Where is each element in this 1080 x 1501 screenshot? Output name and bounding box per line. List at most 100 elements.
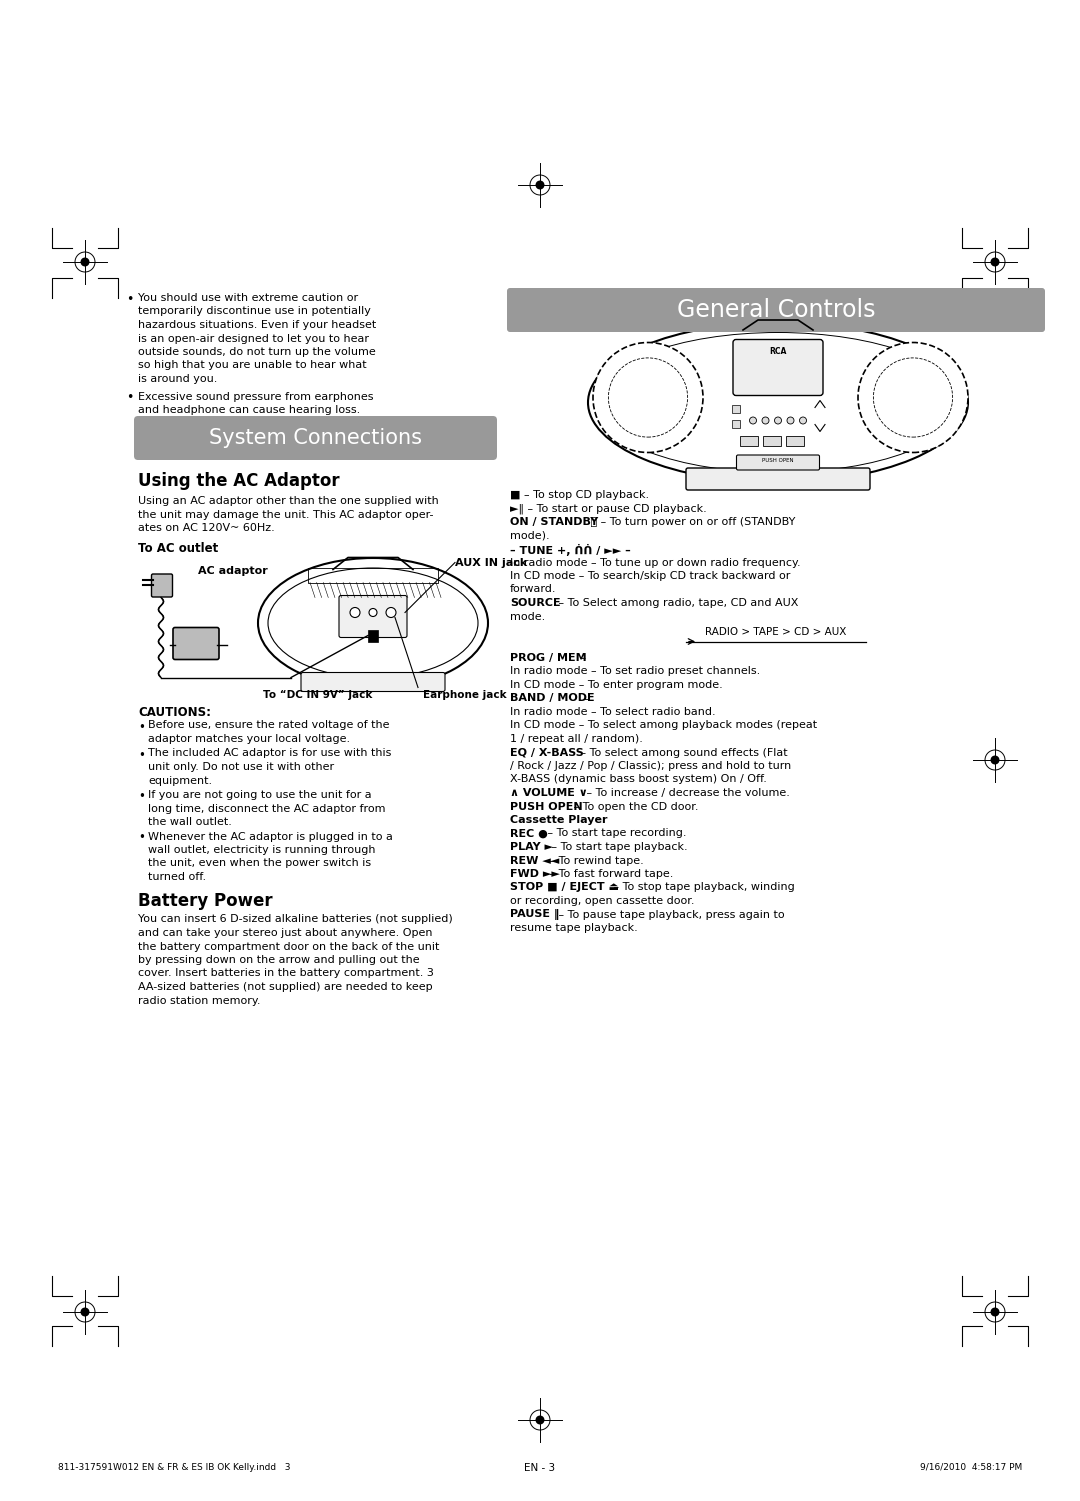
Circle shape: [536, 180, 544, 189]
Text: so high that you are unable to hear what: so high that you are unable to hear what: [138, 360, 366, 371]
Text: – To open the CD door.: – To open the CD door.: [570, 802, 699, 812]
Text: In radio mode – To set radio preset channels.: In radio mode – To set radio preset chan…: [510, 666, 760, 677]
Circle shape: [350, 608, 360, 617]
Text: the battery compartment door on the back of the unit: the battery compartment door on the back…: [138, 941, 440, 952]
Bar: [368, 629, 378, 641]
Circle shape: [858, 342, 968, 452]
FancyBboxPatch shape: [151, 573, 173, 597]
FancyBboxPatch shape: [339, 596, 407, 638]
Text: To AC outlet: To AC outlet: [138, 542, 218, 554]
Circle shape: [774, 417, 782, 423]
Text: the unit may damage the unit. This AC adaptor oper-: the unit may damage the unit. This AC ad…: [138, 509, 433, 519]
Text: BAND / MODE: BAND / MODE: [510, 693, 595, 704]
Text: General Controls: General Controls: [677, 299, 875, 323]
Text: and can take your stereo just about anywhere. Open: and can take your stereo just about anyw…: [138, 928, 432, 938]
Text: ∧ VOLUME ∨: ∧ VOLUME ∨: [510, 788, 588, 799]
Text: AUX IN jack: AUX IN jack: [455, 557, 527, 567]
FancyBboxPatch shape: [737, 455, 820, 470]
Text: – To fast forward tape.: – To fast forward tape.: [546, 869, 673, 880]
Circle shape: [536, 1415, 544, 1424]
Text: wall outlet, electricity is running through: wall outlet, electricity is running thro…: [148, 845, 376, 856]
Text: ON / STANDBY: ON / STANDBY: [510, 516, 598, 527]
FancyBboxPatch shape: [507, 288, 1045, 332]
Text: Whenever the AC adaptor is plugged in to a: Whenever the AC adaptor is plugged in to…: [148, 832, 393, 842]
Text: – To rewind tape.: – To rewind tape.: [546, 856, 644, 866]
Text: –: –: [577, 653, 586, 663]
Text: •: •: [126, 293, 133, 306]
FancyBboxPatch shape: [173, 627, 219, 659]
Text: If you are not going to use the unit for a: If you are not going to use the unit for…: [148, 790, 372, 800]
Text: radio station memory.: radio station memory.: [138, 995, 260, 1006]
Circle shape: [799, 417, 807, 423]
Circle shape: [386, 608, 396, 617]
Text: System Connections: System Connections: [210, 428, 422, 447]
Text: Excessive sound pressure from earphones: Excessive sound pressure from earphones: [138, 392, 374, 401]
Text: RCA: RCA: [769, 348, 786, 357]
FancyBboxPatch shape: [134, 416, 497, 459]
Text: unit only. Do not use it with other: unit only. Do not use it with other: [148, 763, 334, 772]
FancyBboxPatch shape: [686, 468, 870, 489]
Text: or recording, open cassette door.: or recording, open cassette door.: [510, 896, 694, 907]
Text: ates on AC 120V~ 60Hz.: ates on AC 120V~ 60Hz.: [138, 522, 274, 533]
Text: REW ◄◄: REW ◄◄: [510, 856, 559, 866]
Circle shape: [750, 417, 756, 423]
Text: outside sounds, do not turn up the volume: outside sounds, do not turn up the volum…: [138, 347, 376, 357]
Text: – To increase / decrease the volume.: – To increase / decrease the volume.: [583, 788, 789, 799]
Text: equipment.: equipment.: [148, 776, 212, 785]
Text: •: •: [126, 392, 133, 404]
Text: forward.: forward.: [510, 584, 556, 594]
Text: PAUSE ‖: PAUSE ‖: [510, 910, 559, 920]
Text: The included AC adaptor is for use with this: The included AC adaptor is for use with …: [148, 749, 391, 758]
Text: ►‖ – To start or pause CD playback.: ►‖ – To start or pause CD playback.: [510, 503, 706, 513]
Text: by pressing down on the arrow and pulling out the: by pressing down on the arrow and pullin…: [138, 955, 420, 965]
Text: is an open-air designed to let you to hear: is an open-air designed to let you to he…: [138, 333, 369, 344]
Circle shape: [990, 258, 999, 267]
Text: temporarily discontinue use in potentially: temporarily discontinue use in potential…: [138, 306, 370, 317]
Bar: [762, 435, 781, 446]
Circle shape: [787, 417, 794, 423]
Text: RADIO > TAPE > CD > AUX: RADIO > TAPE > CD > AUX: [705, 627, 847, 636]
Bar: [786, 435, 804, 446]
Text: SOURCE: SOURCE: [510, 597, 561, 608]
Text: turned off.: turned off.: [148, 872, 206, 883]
Text: – To start tape playback.: – To start tape playback.: [548, 842, 688, 853]
Text: PUSH OPEN: PUSH OPEN: [510, 802, 582, 812]
Text: 1 / repeat all / random).: 1 / repeat all / random).: [510, 734, 643, 744]
Text: REC ●: REC ●: [510, 829, 548, 839]
Text: In radio mode – To tune up or down radio frequency.: In radio mode – To tune up or down radio…: [510, 557, 800, 567]
Text: and headphone can cause hearing loss.: and headphone can cause hearing loss.: [138, 405, 361, 414]
Text: is around you.: is around you.: [138, 374, 217, 384]
Text: Cassette Player: Cassette Player: [510, 815, 607, 826]
Text: In CD mode – To select among playback modes (repeat: In CD mode – To select among playback mo…: [510, 720, 818, 731]
Text: In CD mode – To enter program mode.: In CD mode – To enter program mode.: [510, 680, 723, 690]
Text: the wall outlet.: the wall outlet.: [148, 817, 232, 827]
FancyBboxPatch shape: [733, 339, 823, 395]
Text: mode).: mode).: [510, 530, 550, 540]
Text: – To pause tape playback, press again to: – To pause tape playback, press again to: [555, 910, 785, 920]
Text: –: –: [580, 693, 589, 704]
Circle shape: [81, 258, 90, 267]
Text: adaptor matches your local voltage.: adaptor matches your local voltage.: [148, 734, 350, 744]
Text: ⏻ – To turn power on or off (STANDBY: ⏻ – To turn power on or off (STANDBY: [588, 516, 795, 527]
Text: EQ / X-BASS: EQ / X-BASS: [510, 747, 584, 758]
Bar: [740, 435, 758, 446]
Text: In radio mode – To select radio band.: In radio mode – To select radio band.: [510, 707, 716, 717]
Text: – TUNE +, ᑏᑏ / ►► –: – TUNE +, ᑏᑏ / ►► –: [510, 543, 631, 555]
Text: CAUTIONS:: CAUTIONS:: [138, 705, 211, 719]
Text: AA-sized batteries (not supplied) are needed to keep: AA-sized batteries (not supplied) are ne…: [138, 982, 433, 992]
Text: To “DC IN 9V” jack: To “DC IN 9V” jack: [264, 690, 373, 701]
Bar: [732, 404, 740, 413]
Text: FWD ►►: FWD ►►: [510, 869, 559, 880]
Text: 9/16/2010  4:58:17 PM: 9/16/2010 4:58:17 PM: [920, 1463, 1022, 1472]
Circle shape: [369, 608, 377, 617]
Circle shape: [593, 342, 703, 452]
FancyBboxPatch shape: [301, 672, 445, 692]
Text: In CD mode – To search/skip CD track backward or: In CD mode – To search/skip CD track bac…: [510, 570, 791, 581]
Text: cover. Insert batteries in the battery compartment. 3: cover. Insert batteries in the battery c…: [138, 968, 434, 979]
Text: AC adaptor: AC adaptor: [198, 566, 268, 575]
Bar: [732, 419, 740, 428]
Text: – To stop tape playback, winding: – To stop tape playback, winding: [610, 883, 795, 893]
Text: EN - 3: EN - 3: [525, 1463, 555, 1472]
Text: / Rock / Jazz / Pop / Classic); press and hold to turn: / Rock / Jazz / Pop / Classic); press an…: [510, 761, 792, 772]
Text: 811-317591W012 EN & FR & ES IB OK Kelly.indd   3: 811-317591W012 EN & FR & ES IB OK Kelly.…: [58, 1463, 291, 1472]
